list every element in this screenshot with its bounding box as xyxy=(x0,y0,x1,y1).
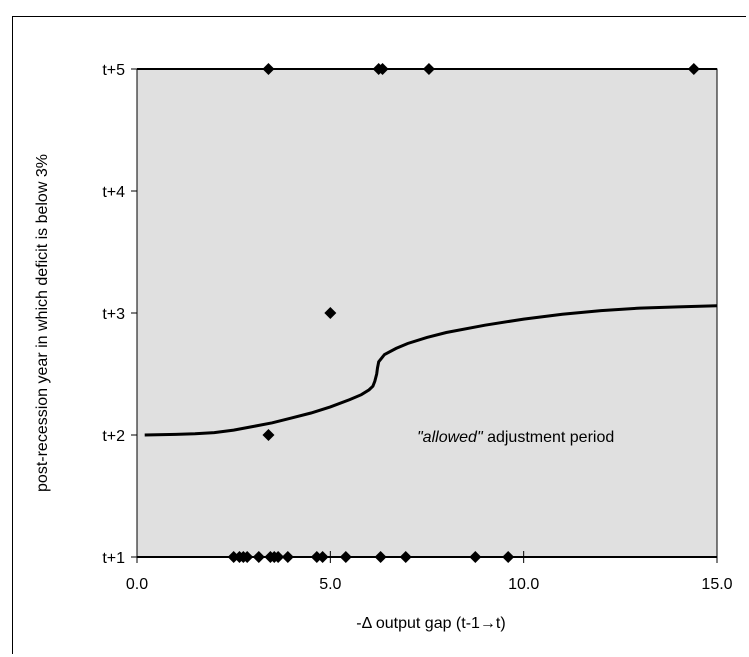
y-axis-title: post-recession year in which deficit is … xyxy=(34,154,51,492)
data-point xyxy=(376,63,389,75)
data-point xyxy=(469,551,482,563)
y-tick-label: t+4 xyxy=(102,184,125,201)
chart-frame: 0.0 5.0 10.0 15.0 t+1 t+2 t+3 t+4 t+5 "allowed" … xyxy=(12,16,746,654)
x-tick-label: 0.0 xyxy=(126,576,148,593)
y-tick-label: t+5 xyxy=(102,62,125,79)
data-point xyxy=(281,551,294,563)
y-tick-label: t+1 xyxy=(102,550,125,567)
data-point xyxy=(262,429,275,441)
y-tick-label: t+3 xyxy=(102,306,125,323)
scatter-chart: 0.0 5.0 10.0 15.0 t+1 t+2 t+3 t+4 t+5 "allowed" … xyxy=(34,62,733,632)
data-point xyxy=(374,551,387,563)
data-point xyxy=(252,551,265,563)
data-point xyxy=(399,551,412,563)
data-point xyxy=(324,307,337,319)
data-point xyxy=(502,551,515,563)
data-point xyxy=(316,551,329,563)
data-point xyxy=(262,63,275,75)
data-point xyxy=(687,63,700,75)
annotation-allowed-period: "allowed" adjustment period xyxy=(417,429,614,446)
plot-area xyxy=(136,68,718,558)
curve-layer xyxy=(144,304,718,437)
points-layer xyxy=(227,63,700,563)
data-point xyxy=(241,551,254,563)
annotation-italic: "allowed" xyxy=(417,429,484,446)
x-axis-title: -Δ output gap (t-1→t) xyxy=(356,615,505,632)
data-point xyxy=(422,63,435,75)
allowed-adjustment-curve xyxy=(144,304,718,437)
data-point xyxy=(339,551,352,563)
x-tick-label: 15.0 xyxy=(701,576,732,593)
data-point xyxy=(272,551,285,563)
y-tick-label: t+2 xyxy=(102,428,125,445)
annotation-rest: adjustment period xyxy=(483,429,615,446)
x-tick-label: 10.0 xyxy=(508,576,539,593)
x-tick-label: 5.0 xyxy=(319,576,341,593)
